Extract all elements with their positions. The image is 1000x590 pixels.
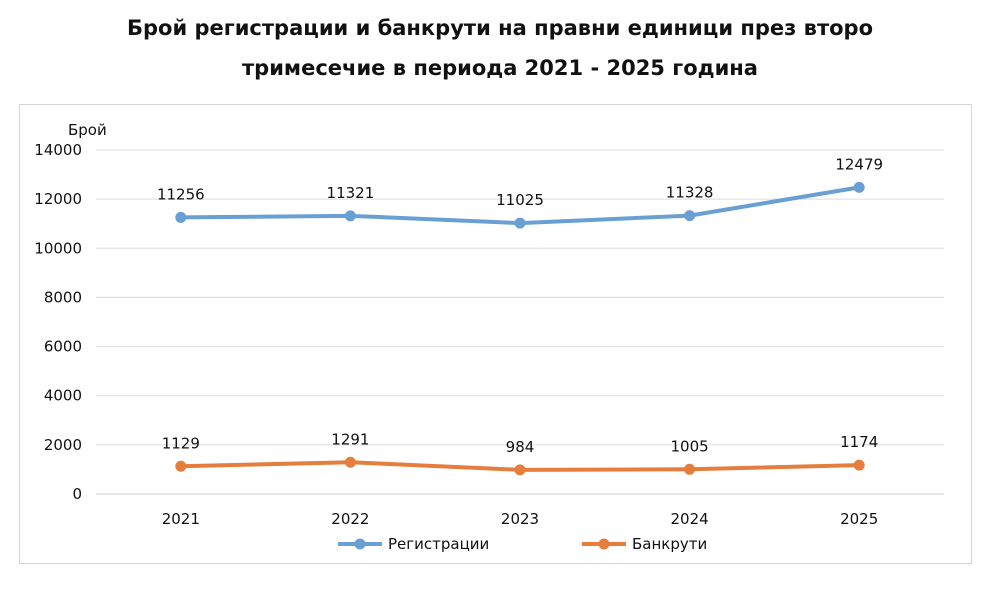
data-label: 11025 [496,191,544,209]
data-label: 1291 [331,430,369,448]
y-tick-label: 4000 [44,387,82,405]
data-point [853,459,865,471]
x-tick-label: 2024 [671,510,709,528]
chart-title: Брой регистрации и банкрути на правни ед… [60,8,940,88]
data-label: 11256 [157,185,205,203]
legend-entry-label: Регистрации [388,535,489,553]
x-tick-label: 2021 [162,510,200,528]
chart-title-line-1: Брой регистрации и банкрути на правни ед… [126,16,874,40]
x-tick-label: 2022 [331,510,369,528]
data-label: 11328 [666,184,714,202]
data-point [175,460,187,472]
y-tick-label: 6000 [44,338,82,356]
data-point [344,456,356,468]
legend-swatch-marker [598,538,610,550]
y-axis-ticks: 0 2000 4000 6000 8000 10000 12000 14000 [34,141,82,503]
y-tick-label: 10000 [34,239,82,257]
x-tick-label: 2025 [840,510,878,528]
x-axis-ticks: 2021 2022 2023 2024 2025 [162,510,879,528]
data-point [853,181,865,193]
data-point [684,210,696,222]
legend: Регистрации Банкрути [338,535,707,553]
y-axis-label: Брой [68,121,107,139]
chart-frame [19,104,972,564]
y-tick-label: 0 [72,485,82,503]
data-label: 984 [506,438,535,456]
legend-swatch-marker [354,538,366,550]
data-point [514,464,526,476]
data-point [514,217,526,229]
y-tick-label: 12000 [34,190,82,208]
chart-title-line-2: тримесечие в периода 2021 - 2025 година [242,56,758,80]
y-tick-label: 2000 [44,436,82,454]
legend-entry-label: Банкрути [632,535,707,553]
x-tick-label: 2023 [501,510,539,528]
data-point [175,211,187,223]
data-label: 1174 [840,433,878,451]
data-label: 1129 [162,434,200,452]
data-labels: 11256 11321 11025 11328 12479 1129 1291 984 1005… [157,155,883,455]
y-tick-label: 14000 [34,141,82,159]
gridlines [96,149,944,495]
data-point [684,463,696,475]
y-tick-label: 8000 [44,288,82,306]
data-label: 11321 [327,184,375,202]
data-label: 12479 [835,155,883,173]
data-label: 1005 [671,437,709,455]
data-point [344,210,356,222]
series-group [175,181,865,476]
